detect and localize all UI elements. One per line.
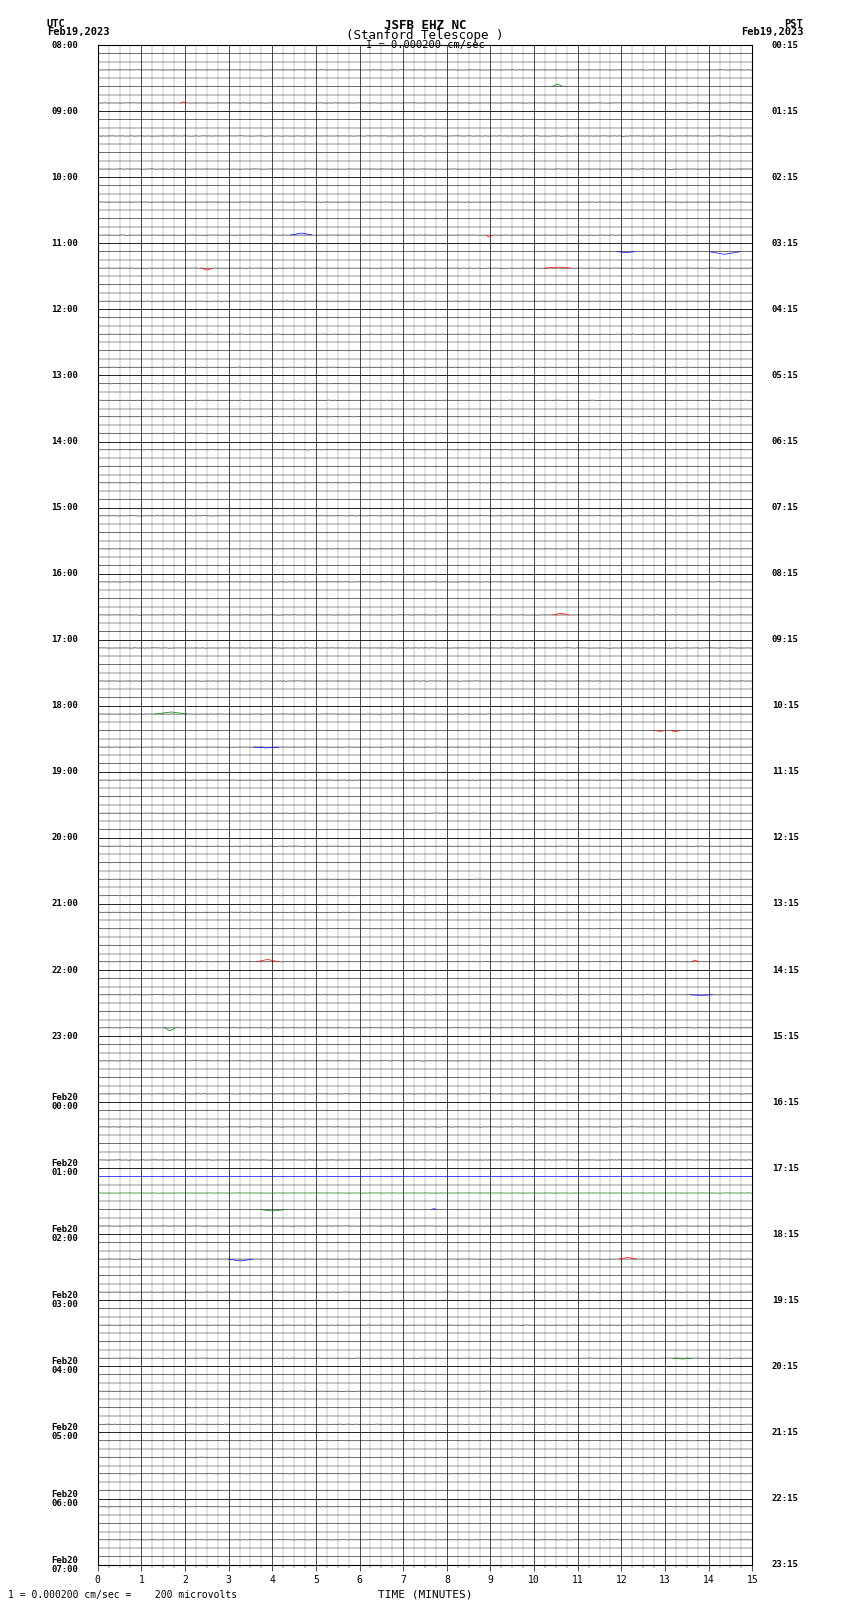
- Text: 13:00: 13:00: [51, 371, 78, 381]
- Text: 05:00: 05:00: [51, 1432, 78, 1442]
- Text: 19:00: 19:00: [51, 768, 78, 776]
- Text: Feb20: Feb20: [51, 1489, 78, 1498]
- Text: 20:00: 20:00: [51, 834, 78, 842]
- Text: 11:15: 11:15: [772, 768, 799, 776]
- Text: 08:15: 08:15: [772, 569, 799, 577]
- Text: I = 0.000200 cm/sec: I = 0.000200 cm/sec: [366, 39, 484, 50]
- Text: 16:15: 16:15: [772, 1098, 799, 1107]
- Text: 03:00: 03:00: [51, 1300, 78, 1310]
- Text: (Stanford Telescope ): (Stanford Telescope ): [346, 29, 504, 42]
- Text: 02:15: 02:15: [772, 173, 799, 182]
- Text: 09:00: 09:00: [51, 106, 78, 116]
- Text: 00:15: 00:15: [772, 40, 799, 50]
- Text: 04:15: 04:15: [772, 305, 799, 315]
- Text: Feb20: Feb20: [51, 1292, 78, 1300]
- Text: Feb20: Feb20: [51, 1094, 78, 1102]
- Text: 18:00: 18:00: [51, 702, 78, 710]
- Text: 06:15: 06:15: [772, 437, 799, 447]
- X-axis label: TIME (MINUTES): TIME (MINUTES): [377, 1589, 473, 1598]
- Text: 11:00: 11:00: [51, 239, 78, 248]
- Text: 10:00: 10:00: [51, 173, 78, 182]
- Text: 15:15: 15:15: [772, 1032, 799, 1040]
- Text: Feb20: Feb20: [51, 1555, 78, 1565]
- Text: 23:15: 23:15: [772, 1560, 799, 1569]
- Text: 12:00: 12:00: [51, 305, 78, 315]
- Text: Feb20: Feb20: [51, 1358, 78, 1366]
- Text: Feb20: Feb20: [51, 1160, 78, 1168]
- Text: Feb19,2023: Feb19,2023: [47, 27, 110, 37]
- Text: 01:00: 01:00: [51, 1168, 78, 1177]
- Text: 06:00: 06:00: [51, 1498, 78, 1508]
- Text: 14:15: 14:15: [772, 966, 799, 974]
- Text: 08:00: 08:00: [51, 40, 78, 50]
- Text: 07:00: 07:00: [51, 1565, 78, 1574]
- Text: 01:15: 01:15: [772, 106, 799, 116]
- Text: 17:00: 17:00: [51, 636, 78, 644]
- Text: 13:15: 13:15: [772, 900, 799, 908]
- Text: 21:15: 21:15: [772, 1428, 799, 1437]
- Text: 23:00: 23:00: [51, 1032, 78, 1040]
- Text: 14:00: 14:00: [51, 437, 78, 447]
- Text: 12:15: 12:15: [772, 834, 799, 842]
- Text: 21:00: 21:00: [51, 900, 78, 908]
- Text: 05:15: 05:15: [772, 371, 799, 381]
- Text: PST: PST: [785, 18, 803, 29]
- Text: 19:15: 19:15: [772, 1295, 799, 1305]
- Text: 15:00: 15:00: [51, 503, 78, 511]
- Text: 10:15: 10:15: [772, 702, 799, 710]
- Text: 04:00: 04:00: [51, 1366, 78, 1376]
- Text: 16:00: 16:00: [51, 569, 78, 577]
- Text: UTC: UTC: [47, 18, 65, 29]
- Text: 00:00: 00:00: [51, 1102, 78, 1111]
- Text: 18:15: 18:15: [772, 1229, 799, 1239]
- Text: 22:15: 22:15: [772, 1494, 799, 1503]
- Text: Feb20: Feb20: [51, 1226, 78, 1234]
- Text: 1 = 0.000200 cm/sec =    200 microvolts: 1 = 0.000200 cm/sec = 200 microvolts: [8, 1590, 238, 1600]
- Text: 09:15: 09:15: [772, 636, 799, 644]
- Text: Feb19,2023: Feb19,2023: [740, 27, 803, 37]
- Text: Feb20: Feb20: [51, 1424, 78, 1432]
- Text: JSFB EHZ NC: JSFB EHZ NC: [383, 18, 467, 32]
- Text: 03:15: 03:15: [772, 239, 799, 248]
- Text: 22:00: 22:00: [51, 966, 78, 974]
- Text: 07:15: 07:15: [772, 503, 799, 511]
- Text: 20:15: 20:15: [772, 1361, 799, 1371]
- Text: 02:00: 02:00: [51, 1234, 78, 1244]
- Text: 17:15: 17:15: [772, 1163, 799, 1173]
